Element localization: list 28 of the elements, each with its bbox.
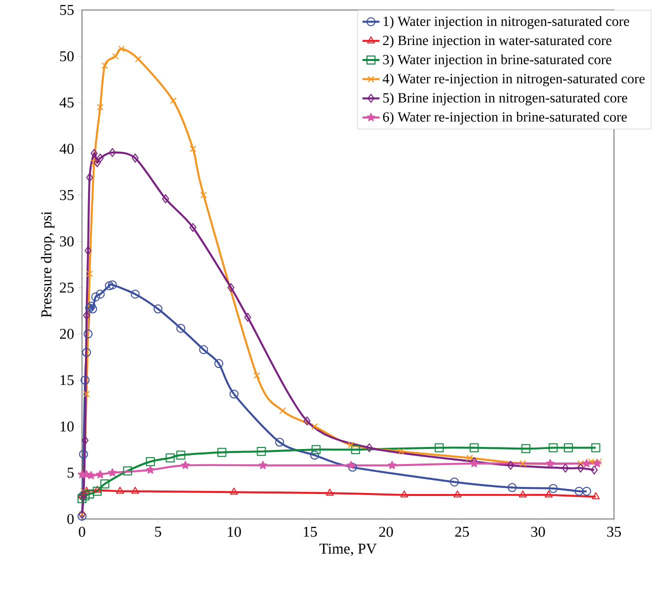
y-axis-title: Pressure drop, psi	[40, 211, 54, 318]
y-tick-label: 0	[67, 514, 74, 524]
y-tick-label: 30	[60, 236, 74, 246]
legend-label: 5) Brine injection in nitrogen-saturated core	[383, 92, 628, 106]
y-tick-label: 50	[60, 51, 74, 62]
legend-label: 1) Water injection in nitrogen-saturated core	[384, 16, 630, 29]
x-tick-label: 15	[304, 526, 317, 537]
legend-label: 2) Brine injection in water-saturated core	[383, 35, 612, 48]
y-tick-label: 5	[68, 468, 74, 478]
x-tick-label: 20	[379, 526, 393, 537]
legend-label: 4) Water re-injection in nitrogen-saturated core	[382, 74, 645, 86]
y-tick-label: 25	[60, 282, 74, 293]
y-tick-label: 40	[60, 144, 74, 154]
x-tick-label: 25	[455, 526, 469, 537]
x-tick-label: 5	[155, 526, 162, 537]
x-tick-label: 10	[228, 526, 241, 537]
x-tick-label: 35	[607, 526, 621, 537]
legend-label: 3) Water injection in brine-saturated core	[383, 54, 612, 68]
y-tick-label: 10	[60, 421, 74, 432]
y-tick-label: 35	[60, 190, 74, 200]
legend-label: 6) Water re-injection in brine-saturated core	[383, 112, 627, 125]
y-tick-label: 45	[60, 98, 74, 108]
x-tick-label: 0	[78, 526, 86, 537]
y-tick-label: 15	[60, 375, 74, 386]
y-tick-label: 20	[60, 328, 74, 339]
x-axis-title: Time, PV	[319, 544, 377, 556]
y-tick-label: 55	[60, 5, 74, 15]
x-tick-label: 30	[531, 526, 545, 537]
